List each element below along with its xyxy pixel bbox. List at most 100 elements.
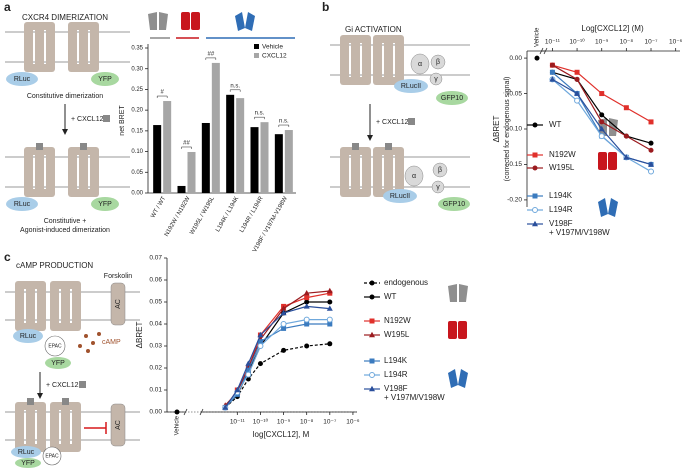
acceptor-label: YFP [21, 460, 35, 467]
variant-icon [598, 152, 617, 170]
diagram-title: Gi ACTIVATION [345, 25, 402, 34]
donor-label: RLuc [18, 449, 35, 456]
receptor [24, 22, 55, 72]
donor [11, 446, 41, 458]
camp-dot [97, 332, 101, 336]
data-point [303, 290, 310, 296]
bar [236, 98, 245, 193]
legend-label: endogenous [384, 278, 429, 287]
donor-label: RLuc [14, 201, 31, 208]
y-tick-label: -0.20 [507, 197, 522, 204]
data-point [599, 91, 605, 97]
enzyme-label: AC [115, 299, 122, 309]
variant-icon [148, 12, 168, 30]
data-point [304, 343, 310, 349]
vehicle-label: Vehicle [535, 27, 541, 47]
bar [177, 185, 186, 193]
vehicle-label: Vehicle [175, 415, 181, 435]
data-point [326, 305, 333, 311]
data-point [245, 371, 252, 378]
g-alpha [404, 165, 424, 187]
legend-marker [369, 331, 375, 338]
donor-label: RLuc [14, 76, 31, 83]
data-point [598, 133, 605, 140]
ligand [352, 143, 359, 150]
subunit-label: α [412, 173, 416, 180]
data-point [234, 386, 241, 393]
legend-marker [532, 193, 538, 199]
stimulus-label: + CXCL12 [71, 116, 104, 123]
sensor-label: EPAC [45, 453, 59, 459]
acceptor [91, 197, 119, 211]
bar [250, 127, 259, 193]
ligand [408, 118, 415, 125]
panel-label: a [4, 0, 11, 14]
data-point [598, 125, 605, 132]
data-point [574, 76, 580, 82]
data-point [281, 325, 287, 331]
series-line [224, 343, 330, 409]
vehicle-point [174, 409, 180, 415]
y-tick-label: 0.01 [149, 387, 162, 394]
legend-swatch [254, 53, 259, 58]
data-point [280, 309, 287, 316]
subunit-label: γ [434, 76, 438, 83]
donor-label: RLucII [390, 193, 410, 200]
legend-marker [532, 207, 538, 213]
legend-label: V198F + V197M/V198W [549, 219, 610, 237]
subunit-label: γ [436, 184, 440, 191]
series-line [224, 323, 330, 409]
legend-label: WT [549, 120, 562, 129]
data-point [599, 112, 605, 118]
x-tick-label: 10⁻⁸ [300, 419, 314, 426]
subunit-label: α [418, 61, 422, 68]
bar [284, 130, 293, 193]
annotation-bracket [156, 95, 168, 99]
bar [260, 122, 269, 193]
y-tick-label: 0.15 [131, 128, 143, 134]
vehicle-point [534, 55, 540, 61]
x-tick-label: 10⁻⁹ [277, 419, 291, 426]
legend-marker [369, 358, 375, 364]
g-gamma [431, 180, 445, 194]
legend-label: L194K [549, 191, 573, 200]
data-point [326, 287, 333, 294]
data-point [648, 140, 654, 146]
donor [383, 189, 417, 203]
panel-label: b [322, 0, 329, 14]
y-tick-label: 0.06 [149, 277, 162, 284]
state-label: Constitutive dimerization [27, 93, 103, 100]
annotation: # [160, 90, 164, 96]
subunit-label: β [438, 167, 442, 174]
donor [13, 329, 43, 343]
y-tick-label: 0.04 [149, 321, 162, 328]
legend-label: L194R [384, 370, 408, 379]
ligand [385, 143, 392, 150]
legend-marker [369, 372, 375, 378]
stimulus-label: + CXCL12 [46, 382, 79, 389]
receptor [15, 281, 46, 331]
acceptor [436, 91, 468, 105]
data-point [623, 105, 629, 111]
data-point [257, 343, 264, 349]
data-point [222, 404, 229, 410]
adenylyl-cyclase [110, 282, 126, 326]
data-point [549, 76, 556, 82]
variant-icon [181, 12, 200, 30]
x-tick-label: WT / WT [150, 196, 167, 220]
data-point [257, 339, 263, 345]
x-axis-label: Log[CXCL12] (M) [581, 24, 644, 33]
acceptor [91, 72, 119, 86]
donor-label: RLucII [401, 83, 421, 90]
messenger-label: cAMP [102, 339, 121, 346]
receptor [340, 147, 371, 197]
g-alpha [410, 53, 430, 75]
acceptor-label: GFP10 [441, 95, 463, 102]
annotation: ## [183, 141, 190, 147]
ligand [36, 143, 43, 150]
data-point [599, 119, 605, 125]
annotation-bracket [205, 57, 217, 60]
series-line [224, 319, 330, 408]
receptor [50, 281, 81, 331]
acceptor-label: YFP [98, 201, 112, 208]
